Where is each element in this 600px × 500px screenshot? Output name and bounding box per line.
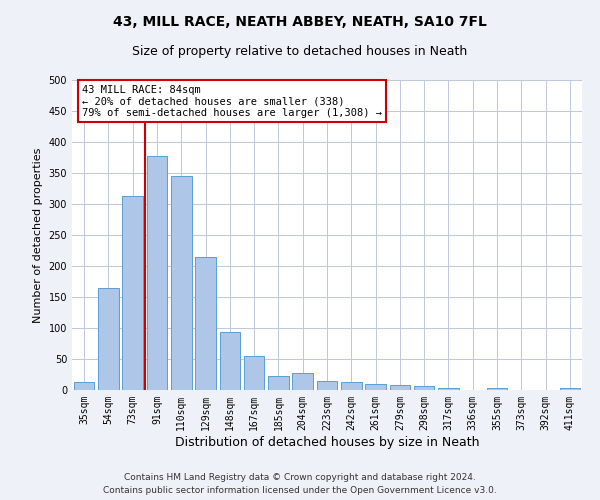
Text: 43, MILL RACE, NEATH ABBEY, NEATH, SA10 7FL: 43, MILL RACE, NEATH ABBEY, NEATH, SA10 … [113,15,487,29]
Bar [74,382,94,390]
Bar [292,374,313,390]
Bar [171,176,191,390]
Bar [122,196,143,390]
Bar [98,288,119,390]
Bar [560,388,580,390]
Text: Size of property relative to detached houses in Neath: Size of property relative to detached ho… [133,45,467,58]
Bar [195,258,216,390]
Y-axis label: Number of detached properties: Number of detached properties [33,148,43,322]
Bar [244,356,265,390]
Bar [220,332,240,390]
Bar [365,384,386,390]
X-axis label: Distribution of detached houses by size in Neath: Distribution of detached houses by size … [175,436,479,448]
Bar [268,376,289,390]
Bar [438,388,459,390]
Bar [341,382,362,390]
Bar [317,382,337,390]
Bar [487,388,508,390]
Text: 43 MILL RACE: 84sqm
← 20% of detached houses are smaller (338)
79% of semi-detac: 43 MILL RACE: 84sqm ← 20% of detached ho… [82,84,382,118]
Bar [389,385,410,390]
Bar [146,156,167,390]
Bar [414,386,434,390]
Text: Contains HM Land Registry data © Crown copyright and database right 2024.
Contai: Contains HM Land Registry data © Crown c… [103,474,497,495]
